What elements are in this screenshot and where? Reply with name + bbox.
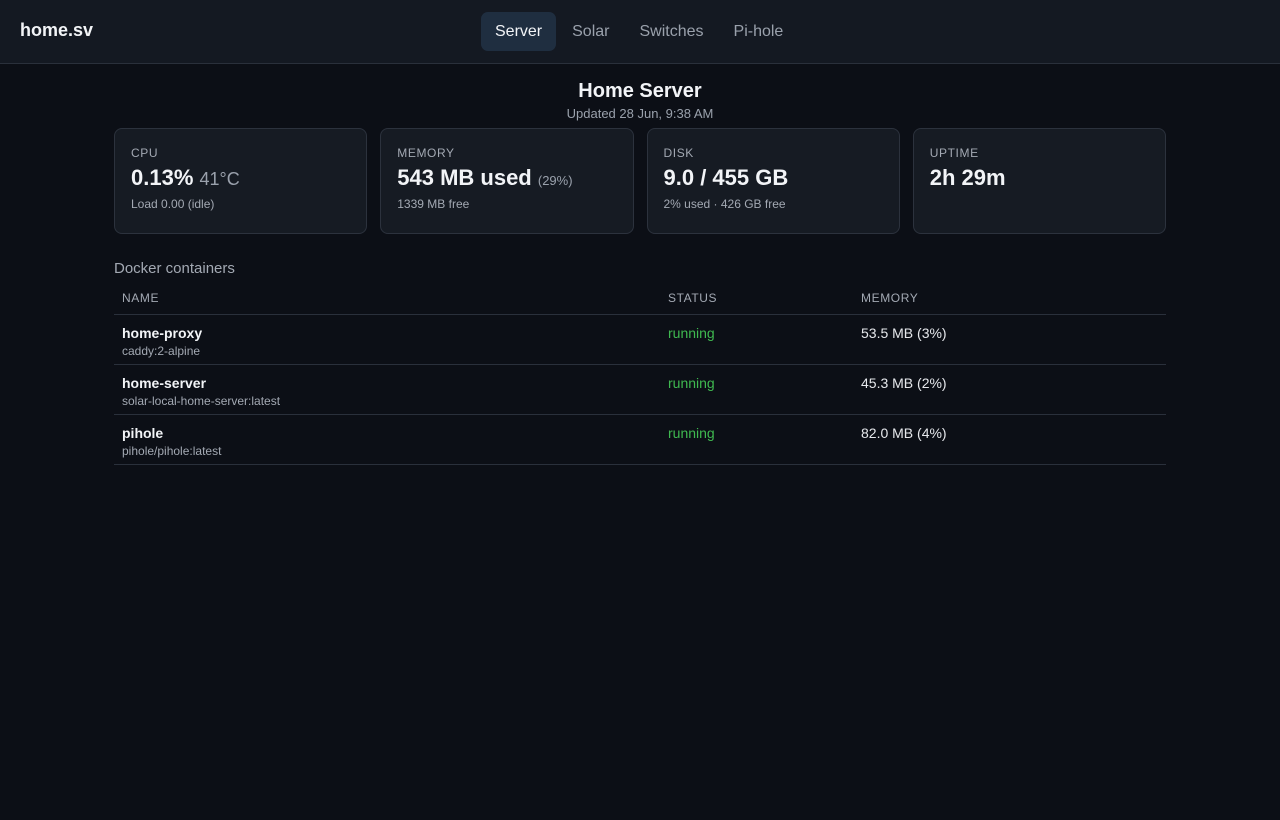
table-row: home-server solar-local-home-server:late… (114, 364, 1166, 415)
cpu-value-line: 0.13% 41°C (131, 165, 350, 191)
uptime-value: 2h 29m (929, 165, 1006, 190)
tab-server[interactable]: Server (481, 12, 557, 51)
container-image: solar-local-home-server:latest (122, 394, 281, 408)
disk-usage: 2% used · 426 GB free (663, 197, 786, 211)
container-image: caddy:2-alpine (122, 344, 201, 358)
memory-value-line: 543 MB used (29%) (397, 165, 616, 191)
memory-label: MEMORY (397, 146, 455, 160)
memory-card: MEMORY 543 MB used (29%) 1339 MB free (380, 128, 634, 234)
tab-pihole[interactable]: Pi-hole (733, 22, 784, 40)
column-header-name: NAME (114, 291, 660, 315)
disk-card: DISK 9.0 / 455 GB 2% used · 426 GB free (646, 128, 900, 234)
container-name: pihole (122, 425, 164, 441)
cpu-value: 0.13% (131, 165, 194, 190)
status-badge: running (668, 375, 715, 391)
stat-cards: CPU 0.13% 41°C Load 0.00 (idle) MEMORY 5… (114, 128, 1166, 234)
updated-timestamp: Updated 28 Jun, 9:38 AM (566, 106, 714, 121)
status-badge: running (668, 425, 715, 441)
containers-table: NAME STATUS MEMORY home-proxy caddy:2-al… (114, 291, 1166, 465)
memory-value: 543 MB used (397, 165, 532, 190)
memory-percent: (29%) (537, 173, 573, 188)
container-memory-cell: 45.3 MB (2%) (853, 364, 1166, 415)
uptime-card: UPTIME 2h 29m (912, 128, 1166, 234)
cpu-temperature: 41°C (199, 169, 240, 189)
tab-solar[interactable]: Solar (572, 22, 610, 40)
table-header-row: NAME STATUS MEMORY (114, 291, 1166, 315)
status-badge: running (668, 325, 715, 341)
container-status-cell: running (660, 314, 853, 365)
cpu-load: Load 0.00 (idle) (131, 197, 215, 211)
container-name: home-proxy (122, 325, 203, 341)
nav-tabs: Server Solar Switches Pi-hole (481, 12, 797, 51)
container-memory: 53.5 MB (3%) (861, 325, 947, 341)
container-memory: 82.0 MB (4%) (861, 425, 947, 441)
containers-section-title: Docker containers (114, 260, 235, 277)
page-title: Home Server (578, 80, 702, 102)
container-memory-cell: 53.5 MB (3%) (853, 314, 1166, 365)
container-name-cell: home-server solar-local-home-server:late… (114, 364, 660, 415)
cpu-card: CPU 0.13% 41°C Load 0.00 (idle) (114, 128, 368, 234)
table-row: home-proxy caddy:2-alpine running 53.5 M… (114, 314, 1166, 365)
brand-logo[interactable]: home.sv (20, 20, 94, 40)
tab-switches[interactable]: Switches (639, 22, 704, 40)
memory-free: 1339 MB free (397, 197, 470, 211)
top-bar: home.sv Server Solar Switches Pi-hole (0, 0, 1280, 64)
container-status-cell: running (660, 364, 853, 415)
container-name: home-server (122, 375, 207, 391)
container-status-cell: running (660, 414, 853, 465)
container-name-cell: home-proxy caddy:2-alpine (114, 314, 660, 365)
container-image: pihole/pihole:latest (122, 444, 222, 458)
main-content: Home Server Updated 28 Jun, 9:38 AM CPU … (114, 64, 1166, 465)
cpu-label: CPU (131, 146, 159, 160)
disk-label: DISK (663, 146, 694, 160)
disk-value: 9.0 / 455 GB (663, 165, 789, 190)
table-row: pihole pihole/pihole:latest running 82.0… (114, 414, 1166, 465)
container-name-cell: pihole pihole/pihole:latest (114, 414, 660, 465)
container-memory-cell: 82.0 MB (4%) (853, 414, 1166, 465)
container-memory: 45.3 MB (2%) (861, 375, 947, 391)
column-header-status: STATUS (660, 291, 853, 315)
column-header-memory: MEMORY (853, 291, 1166, 315)
uptime-label: UPTIME (929, 146, 979, 160)
